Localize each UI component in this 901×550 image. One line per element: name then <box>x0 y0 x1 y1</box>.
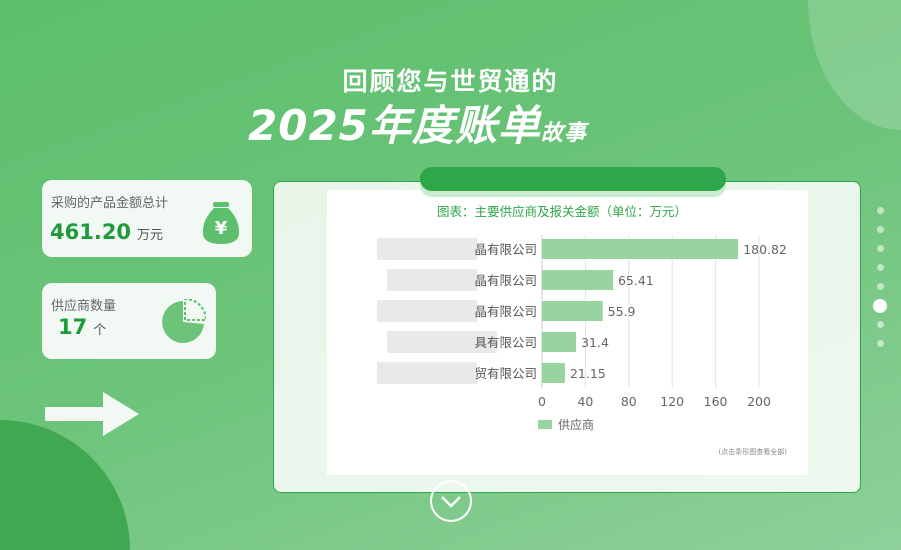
total-amount-card: 采购的产品金额总计 461.20 万元 ¥ <box>42 180 252 257</box>
scroll-down-button[interactable] <box>429 479 473 523</box>
chart-note: (点击条形图查看全部) <box>719 447 788 456</box>
title-main: 2025年度账单 <box>248 101 541 150</box>
bar-value-label: 65.41 <box>618 273 654 288</box>
bar[interactable] <box>542 332 577 352</box>
y-category-label: 具有限公司 <box>474 335 537 350</box>
x-tick-label: 160 <box>704 394 728 409</box>
legend-label: 供应商 <box>558 417 594 432</box>
page-dot[interactable] <box>877 245 884 252</box>
x-tick-label: 200 <box>747 394 771 409</box>
svg-text:¥: ¥ <box>215 218 228 239</box>
x-tick-label: 120 <box>660 394 684 409</box>
blurred-name <box>387 331 497 353</box>
page-dot[interactable] <box>877 264 884 271</box>
blurred-name <box>377 238 477 260</box>
blurred-name <box>387 269 477 291</box>
stat-value: 17 个 <box>58 315 107 339</box>
money-bag-yen-icon: ¥ <box>202 202 240 244</box>
y-category-label: 晶有限公司 <box>474 304 537 319</box>
page-dot[interactable] <box>877 207 884 214</box>
page-dot[interactable] <box>877 226 884 233</box>
supplier-count-card: 供应商数量 17 个 <box>42 283 216 359</box>
supplier-bar-chart[interactable]: 图表：主要供应商及报关金额（单位：万元） 0 40 80 120 160 200 晶有限公司… <box>327 190 808 475</box>
bar[interactable] <box>542 270 613 290</box>
y-category-label: 晶有限公司 <box>474 273 537 288</box>
stat-label: 采购的产品金额总计 <box>51 196 169 211</box>
bar-value-label: 31.4 <box>581 335 609 350</box>
page-dot[interactable] <box>873 299 887 313</box>
stat-value: 461.20 万元 <box>50 220 164 244</box>
page-dot[interactable] <box>877 321 884 328</box>
x-tick-label: 80 <box>621 394 637 409</box>
bar-value-label: 21.15 <box>570 366 606 381</box>
x-tick-label: 0 <box>538 394 546 409</box>
pie-chart-icon <box>162 299 206 343</box>
chevron-down-icon <box>441 496 461 508</box>
bar[interactable] <box>542 301 603 321</box>
title-small: 故事 <box>540 121 587 146</box>
page-dot[interactable] <box>877 340 884 347</box>
page-dot[interactable] <box>877 283 884 290</box>
chart-title: 图表：主要供应商及报关金额（单位：万元） <box>437 204 687 219</box>
blurred-name <box>377 362 477 384</box>
chart-card-tab <box>420 167 726 191</box>
y-category-label: 贸有限公司 <box>474 366 537 381</box>
legend-swatch <box>538 420 552 429</box>
title-line1: 回顾您与世贸通的 <box>342 67 559 96</box>
bar-value-label: 180.82 <box>743 242 787 257</box>
stat-label: 供应商数量 <box>51 299 117 314</box>
blurred-name <box>377 300 477 322</box>
decor-circle <box>0 420 130 550</box>
bar[interactable] <box>542 239 739 259</box>
bar[interactable] <box>542 363 565 383</box>
bar-value-label: 55.9 <box>608 304 636 319</box>
y-category-label: 晶有限公司 <box>474 242 537 257</box>
title-line2: 2025年度账单故事 <box>248 92 587 153</box>
x-tick-label: 40 <box>577 394 593 409</box>
next-arrow-icon <box>45 392 139 436</box>
